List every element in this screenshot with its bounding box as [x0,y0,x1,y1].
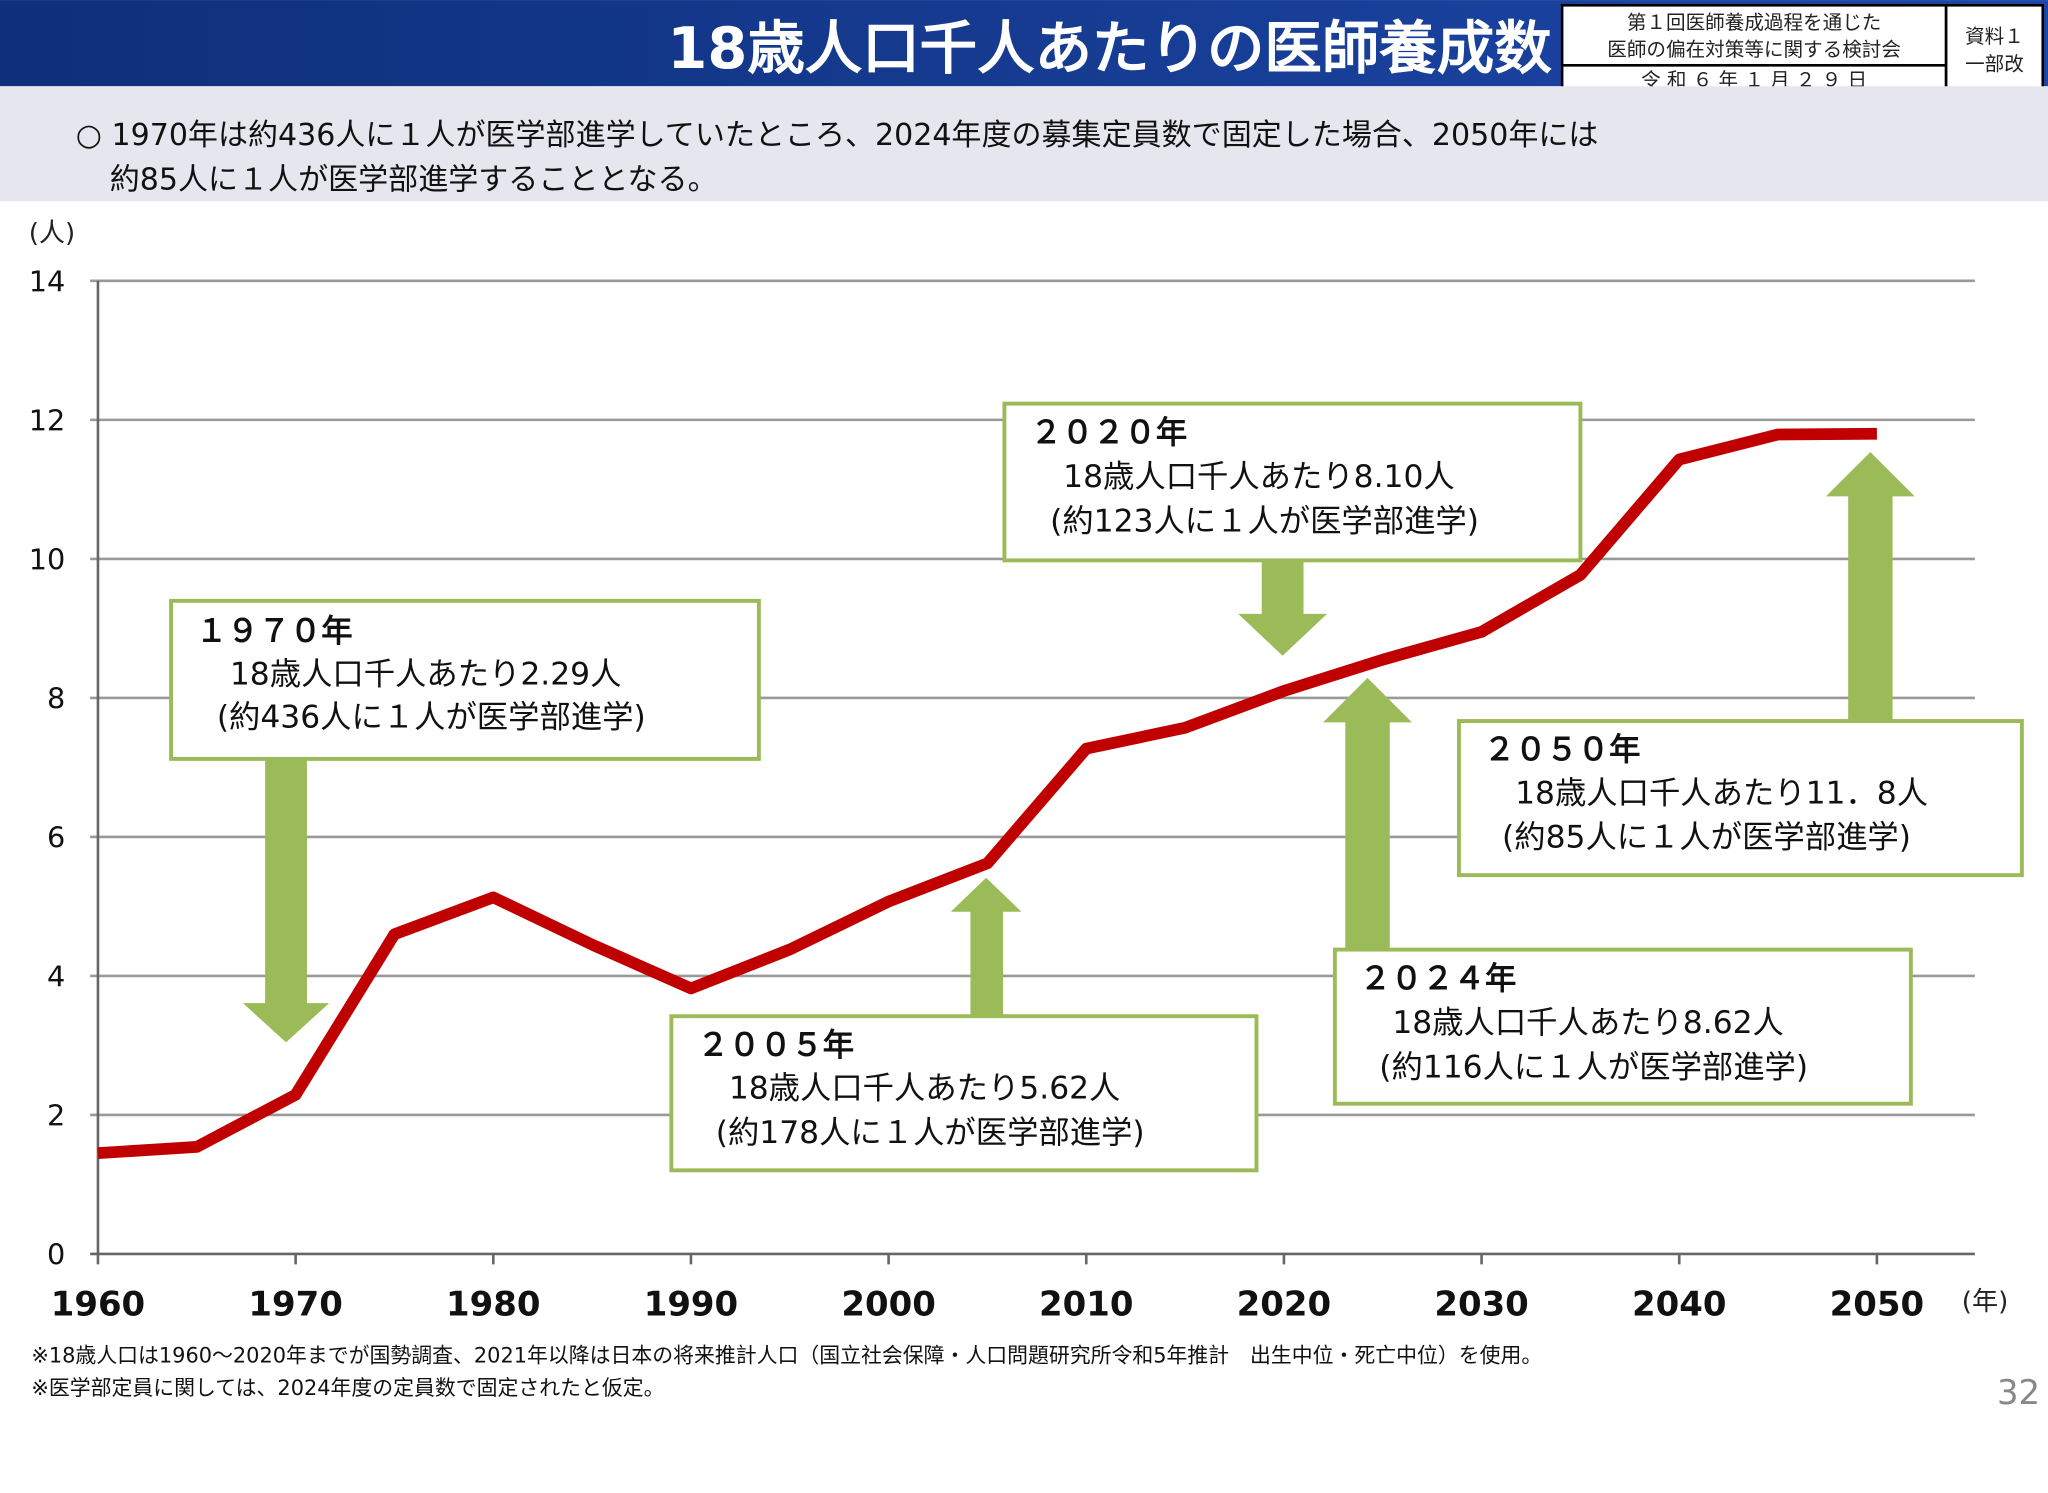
svg-text:18歳人口千人あたり11．8人: 18歳人口千人あたり11．8人 [1515,775,1928,811]
meeting-date: 令 和 ６ 年 １ 月 ２ ９ 日 [1641,68,1867,91]
svg-text:(約436人に１人が医学部進学): (約436人に１人が医学部進学) [217,700,646,736]
summary-band [0,86,2048,202]
y-tick-label: 14 [29,264,66,298]
x-tick-label: 1980 [446,1284,540,1324]
x-tick-label: 2000 [841,1284,935,1324]
callout-2005: ２００５年 18歳人口千人あたり5.62人 (約178人に１人が医学部進学) [669,1014,1259,1173]
y-tick-label: 0 [47,1237,65,1271]
x-tick-label: 2010 [1039,1284,1133,1324]
svg-text:２００５年: ２００５年 [697,1027,854,1063]
arrow-2005-up-icon [950,877,1022,1017]
meeting-name-line2: 医師の偏在対策等に関する検討会 [1607,38,1901,61]
arrow-2020-down-icon [1238,561,1328,656]
page-number: 32 [1997,1373,2040,1413]
y-tick-label: 4 [47,959,65,993]
arrow-2024-up-icon [1323,677,1412,950]
svg-text:２０２０年: ２０２０年 [1031,415,1188,451]
doc-number: 資料１ [1965,25,2024,48]
svg-text:18歳人口千人あたり8.62人: 18歳人口千人あたり8.62人 [1392,1005,1784,1041]
x-tick-label: 2050 [1830,1284,1924,1324]
meeting-name-line1: 第１回医師養成過程を通じた [1627,11,1882,34]
meeting-info-box: 第１回医師養成過程を通じた 医師の偏在対策等に関する検討会 令 和 ６ 年 １ … [1560,3,2045,93]
page-title: 18歳人口千人あたりの医師養成数 [667,15,1552,82]
doc-revision: 一部改 [1965,53,2024,76]
svg-text:２０５０年: ２０５０年 [1484,732,1641,768]
y-axis-label: (人) [29,219,75,249]
y-tick-label: 8 [47,681,65,715]
footnote-1: ※18歳人口は1960～2020年までが国勢調査、2021年以降は日本の将来推計… [31,1343,1542,1367]
svg-text:(約85人に１人が医学部進学): (約85人に１人が医学部進学) [1502,820,1911,856]
arrow-1970-down-icon [242,760,330,1043]
series-line [97,427,1877,1160]
summary-line2: 約85人に１人が医学部進学することとなる。 [110,162,718,197]
x-tick-label: 2030 [1434,1284,1528,1324]
y-tick-label: 10 [29,542,66,576]
y-tick-label: 6 [47,820,65,854]
callout-2020: ２０２０年 18歳人口千人あたり8.10人 (約123人に１人が医学部進学) [1002,401,1583,563]
svg-text:２０２４年: ２０２４年 [1360,961,1517,997]
svg-text:(約123人に１人が医学部進学): (約123人に１人が医学部進学) [1050,504,1479,540]
summary-line1: ○ 1970年は約436人に１人が医学部進学していたところ、2024年度の募集定… [76,118,1599,153]
y-tick-label: 2 [47,1098,65,1132]
x-tick-label: 2040 [1632,1284,1726,1324]
x-axis-label: (年) [1962,1287,2008,1317]
x-tick-label: 1960 [51,1284,145,1324]
arrow-2050-up-icon [1825,451,1915,722]
footnote-2: ※医学部定員に関しては、2024年度の定員数で固定されたと仮定。 [31,1376,664,1400]
svg-text:(約178人に１人が医学部進学): (約178人に１人が医学部進学) [716,1115,1145,1151]
svg-text:(約116人に１人が医学部進学): (約116人に１人が医学部進学) [1379,1050,1808,1086]
x-tick-label: 2020 [1237,1284,1331,1324]
svg-text:18歳人口千人あたり5.62人: 18歳人口千人あたり5.62人 [729,1071,1121,1107]
x-tick-label: 1970 [248,1284,342,1324]
svg-text:18歳人口千人あたり8.10人: 18歳人口千人あたり8.10人 [1063,459,1455,495]
callout-2024: ２０２４年 18歳人口千人あたり8.62人 (約116人に１人が医学部進学) [1332,947,1913,1106]
callout-1970: １９７０年 18歳人口千人あたり2.29人 (約436人に１人が医学部進学) [169,598,761,761]
svg-text:１９７０年: １９７０年 [196,613,353,649]
svg-text:18歳人口千人あたり2.29人: 18歳人口千人あたり2.29人 [230,656,622,692]
y-tick-label: 12 [29,403,66,437]
callout-2050: ２０５０年 18歳人口千人あたり11．8人 (約85人に１人が医学部進学) [1456,719,2024,878]
x-tick-label: 1990 [644,1284,738,1324]
